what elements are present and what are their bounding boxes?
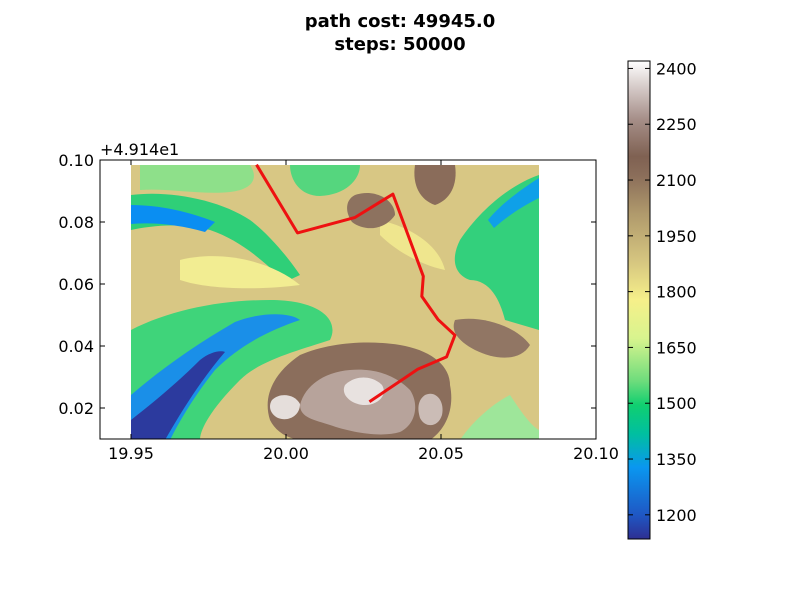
colorbar-tick-label: 2250 <box>656 115 697 134</box>
x-tick-label: 19.95 <box>108 444 154 463</box>
heatmap-peak-top <box>414 165 456 205</box>
colorbar-tick-label: 1800 <box>656 283 697 302</box>
colorbar <box>627 60 651 540</box>
colorbar-tick-label: 2100 <box>656 171 697 190</box>
heatmap-right-lower-green <box>460 395 539 439</box>
colorbar-tick-label: 1200 <box>656 506 697 525</box>
x-tick-label: 20.00 <box>263 444 309 463</box>
y-tick-label: 0.04 <box>58 337 94 356</box>
y-offset-label: +4.914e1 <box>100 140 179 159</box>
colorbar-axis: 1200 1350 1500 1650 1800 1950 2100 2250 2400 <box>628 59 697 525</box>
heatmap <box>131 165 539 439</box>
y-tick-label: 0.10 <box>58 151 94 170</box>
heatmap-yellow-1 <box>180 256 300 289</box>
path-line <box>255 163 457 404</box>
colorbar-tick-label: 2400 <box>656 59 697 78</box>
heatmap-top-green <box>140 165 254 193</box>
heatmap-right-blue <box>488 178 539 228</box>
y-tick-label: 0.08 <box>58 213 94 232</box>
y-tick-label: 0.02 <box>58 399 94 418</box>
heatmap-peak-sw <box>270 395 300 420</box>
heatmap-peak-east <box>453 318 530 358</box>
y-tick-label: 0.06 <box>58 275 94 294</box>
x-tick-label: 20.05 <box>418 444 464 463</box>
heatmap-right-green <box>454 175 539 330</box>
colorbar-tick-label: 1500 <box>656 394 697 413</box>
x-axis: 19.95 20.00 20.05 20.10 <box>108 160 619 463</box>
heatmap-band-upper-deep <box>131 205 215 232</box>
heatmap-valley-lowleft-deepest <box>131 351 225 439</box>
chart-title-line-1: path cost: 49945.0 <box>305 11 496 32</box>
colorbar-tick-label: 1950 <box>656 227 697 246</box>
colorbar-tick-label: 1350 <box>656 450 697 469</box>
y-axis: 0.02 0.04 0.06 0.08 0.10 <box>58 151 596 418</box>
heatmap-top-green-2 <box>290 165 360 196</box>
x-tick-label: 20.10 <box>573 444 619 463</box>
colorbar-tick-label: 1650 <box>656 338 697 357</box>
chart-title-line-2: steps: 50000 <box>334 34 465 55</box>
plot-frame <box>99 159 597 440</box>
heatmap-peak-se <box>418 393 443 426</box>
